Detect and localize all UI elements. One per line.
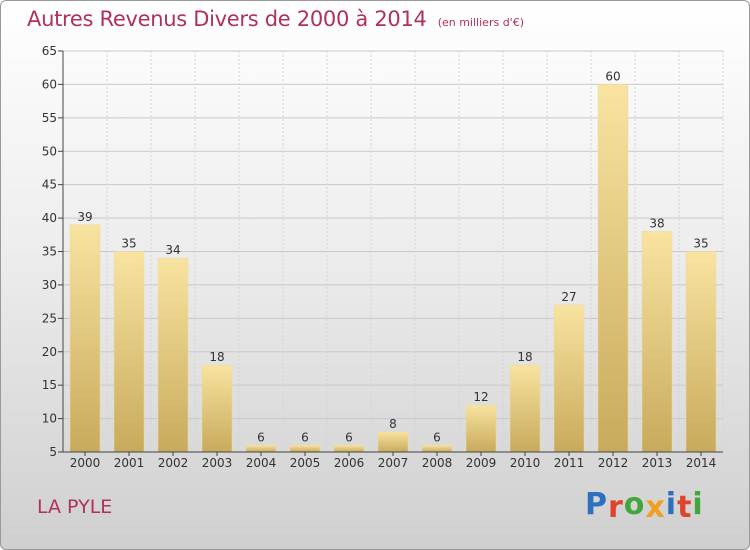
logo-letter: r: [608, 490, 624, 525]
x-tick-label: 2012: [598, 456, 629, 470]
bar: [333, 445, 365, 453]
y-tick-label: 40: [42, 211, 57, 225]
y-tick-label: 30: [42, 278, 57, 292]
bar: [157, 257, 189, 453]
bar: [113, 251, 145, 453]
data-label: 12: [473, 390, 488, 404]
bar: [509, 364, 541, 453]
x-tick-label: 2006: [334, 456, 365, 470]
y-tick-label: 20: [42, 345, 57, 359]
y-tick-label: 45: [42, 178, 57, 192]
chart-title: Autres Revenus Divers de 2000 à 2014: [27, 7, 427, 31]
chart-title-block: Autres Revenus Divers de 2000 à 2014 (en…: [27, 7, 524, 31]
data-label: 39: [77, 210, 92, 224]
x-tick-label: 2004: [246, 456, 277, 470]
proxiti-logo: Proxiti: [585, 487, 704, 525]
bar: [421, 445, 453, 453]
bar: [597, 84, 629, 453]
bar: [69, 224, 101, 453]
bar: [201, 364, 233, 453]
x-tick-label: 2008: [422, 456, 453, 470]
data-label: 35: [121, 237, 136, 251]
y-tick-label: 10: [42, 412, 57, 426]
y-tick-label: 35: [42, 245, 57, 259]
y-tick-label: 15: [42, 378, 57, 392]
x-tick-label: 2014: [686, 456, 717, 470]
data-label: 6: [257, 430, 265, 444]
x-tick-label: 2001: [114, 456, 145, 470]
logo-letter: x: [645, 490, 666, 525]
data-label: 6: [433, 430, 441, 444]
x-tick-label: 2005: [290, 456, 321, 470]
bar: [685, 251, 717, 453]
x-tick-label: 2000: [70, 456, 101, 470]
x-tick-label: 2011: [554, 456, 585, 470]
bar: [641, 231, 673, 453]
x-tick-label: 2009: [466, 456, 497, 470]
bar: [553, 304, 585, 453]
data-label: 6: [345, 430, 353, 444]
data-label: 18: [517, 350, 532, 364]
data-label: 18: [209, 350, 224, 364]
data-label: 38: [649, 216, 664, 230]
x-tick-label: 2010: [510, 456, 541, 470]
y-tick-label: 60: [42, 77, 57, 91]
x-tick-label: 2007: [378, 456, 409, 470]
logo-letter: o: [623, 487, 646, 522]
x-tick-label: 2002: [158, 456, 189, 470]
x-tick-label: 2003: [202, 456, 233, 470]
chart-subtitle: (en milliers d'€): [437, 16, 524, 29]
y-tick-label: 65: [42, 44, 57, 58]
y-tick-label: 25: [42, 311, 57, 325]
x-tick-label: 2013: [642, 456, 673, 470]
y-tick-label: 5: [49, 445, 57, 459]
data-label: 35: [693, 237, 708, 251]
logo-letter: P: [585, 487, 608, 522]
bar: [465, 404, 497, 453]
commune-name: LA PYLE: [37, 496, 113, 518]
bar: [289, 445, 321, 453]
logo-letter: i: [665, 487, 678, 522]
logo-letter: i: [692, 487, 704, 522]
bar: [377, 431, 409, 453]
data-label: 60: [605, 69, 620, 83]
y-tick-label: 50: [42, 144, 57, 158]
logo-letter: t: [677, 490, 693, 525]
data-label: 27: [561, 290, 576, 304]
data-label: 34: [165, 243, 180, 257]
data-label: 6: [301, 430, 309, 444]
y-tick-label: 55: [42, 111, 57, 125]
bar: [245, 445, 277, 453]
data-label: 8: [389, 417, 397, 431]
